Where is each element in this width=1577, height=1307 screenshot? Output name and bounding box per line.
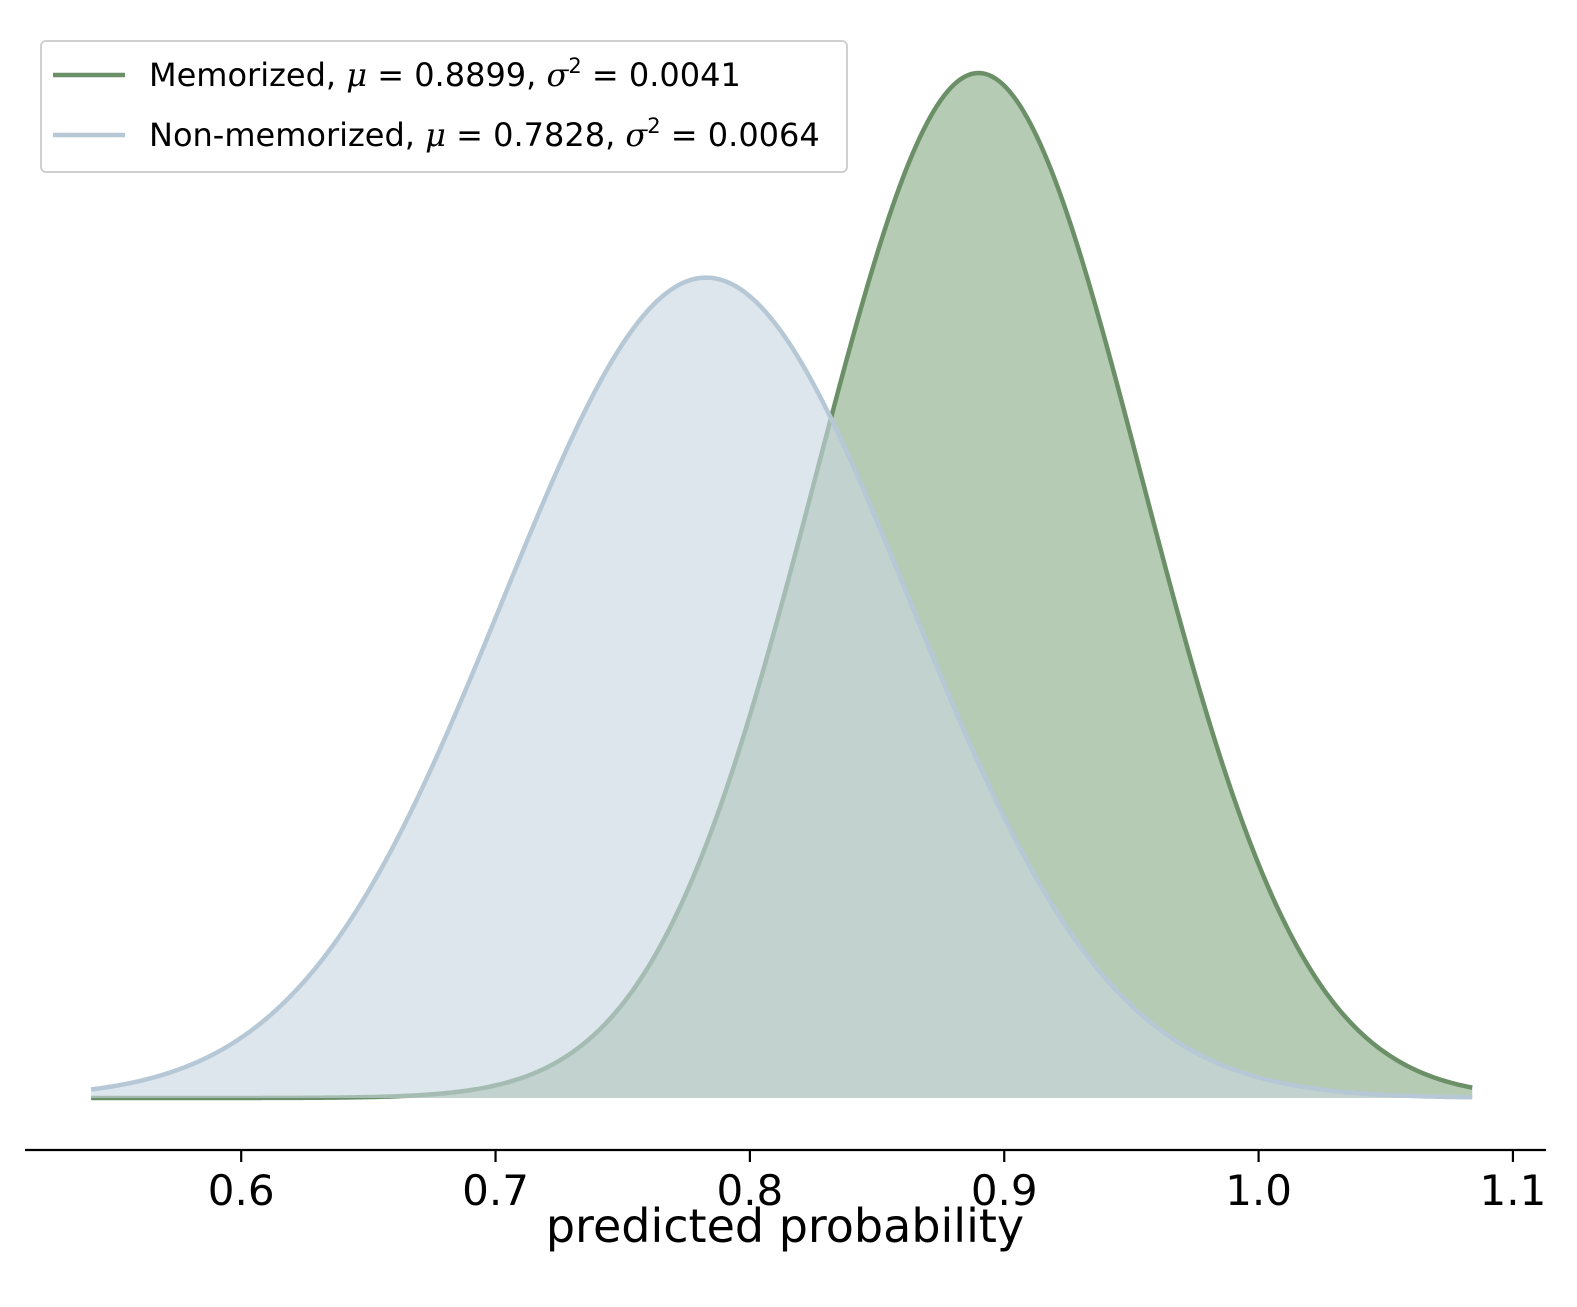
legend-label-memorized: Memorized, μ = 0.8899, σ2 = 0.0041 [149,54,741,94]
x-tick-label: 1.1 [1480,1166,1547,1215]
x-tick-label: 1.0 [1225,1166,1292,1215]
series-fill-non-memorized [91,277,1473,1099]
legend: Memorized, μ = 0.8899, σ2 = 0.0041 Non-me… [40,40,848,173]
x-ticks: 0.6 0.7 0.8 0.9 1.0 1.1 [208,1150,1547,1215]
legend-label-non-memorized: Non-memorized, μ = 0.7828, σ2 = 0.0064 [149,114,820,154]
series-fill-memorized [91,73,1473,1098]
x-tick-label: 0.6 [208,1166,275,1215]
x-tick-label: 0.8 [716,1166,783,1215]
x-tick-label: 0.9 [971,1166,1038,1215]
x-axis-title: predicted probability [546,1199,1024,1253]
series-line-non-memorized [90,275,1473,1100]
plot-area [90,70,1473,1101]
legend-box [40,40,848,173]
x-tick-label: 0.7 [462,1166,529,1215]
